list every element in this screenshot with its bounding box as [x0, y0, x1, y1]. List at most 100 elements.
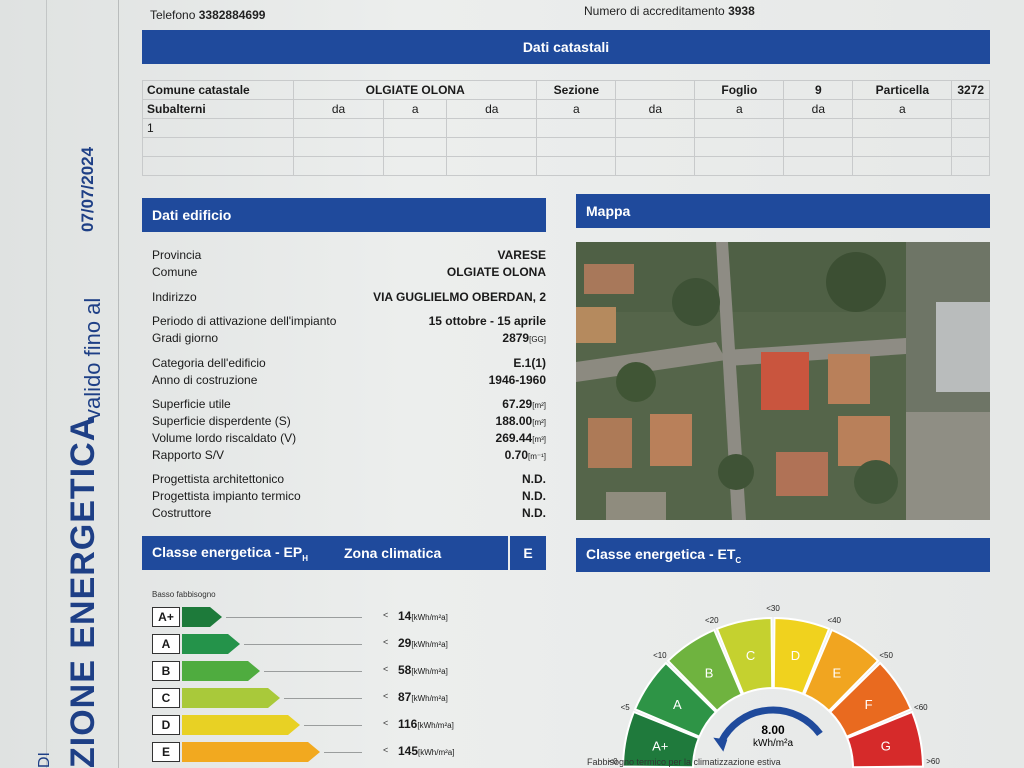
ep-class-bar	[182, 715, 300, 735]
particella-label: Particella	[852, 80, 953, 100]
foglio-label: Foglio	[694, 80, 785, 100]
edificio-row-value-text: VARESE	[497, 248, 546, 262]
phone-label: Telefono	[150, 8, 196, 22]
sub-cell	[536, 118, 617, 138]
sub-cell	[383, 156, 448, 176]
sub-cell	[142, 156, 294, 176]
sub-cell	[383, 137, 448, 157]
et-segment	[666, 628, 743, 713]
edificio-row-value-text: N.D.	[522, 472, 546, 486]
particella-value: 3272	[951, 80, 990, 100]
sub-da-1: da	[292, 99, 385, 119]
ep-class-label: A+	[152, 607, 180, 627]
ep-class-leader	[226, 617, 362, 618]
catasto-title: Dati catastali	[522, 39, 610, 55]
ep-class-lt: <	[383, 718, 389, 728]
ep-class-leader	[244, 644, 362, 645]
et-segment	[803, 628, 880, 713]
ep-class-bar	[182, 661, 260, 681]
edificio-row-label: Periodo di attivazione dell'impianto	[152, 314, 337, 328]
et-segment-label: E	[833, 665, 842, 680]
et-title-text: Classe energetica - ET	[586, 545, 736, 562]
et-title: Classe energetica - ETC	[586, 546, 741, 565]
edificio-row-value-text: 1946-1960	[488, 373, 546, 387]
mappa-title: Mappa	[586, 203, 631, 219]
et-segment	[845, 710, 925, 768]
et-segment	[828, 661, 913, 738]
ep-class-value-number: 14	[398, 609, 412, 623]
edificio-row-value: N.D.	[522, 489, 546, 503]
certificate-di-fragment: DI	[36, 752, 53, 768]
catasto-band: Dati catastali	[142, 30, 990, 64]
edificio-row-unit: [m³]	[532, 435, 546, 444]
ep-class-label: E	[152, 742, 180, 762]
validity-date: 07/07/2024	[78, 146, 97, 232]
et-scale-label: <20	[705, 616, 719, 625]
ep-class-unit: [kWh/m²a]	[411, 613, 448, 622]
edificio-row-value-text: N.D.	[522, 489, 546, 503]
ep-class-leader	[304, 725, 362, 726]
et-segment	[772, 616, 831, 696]
ep-class-bar	[182, 607, 222, 627]
sezione-label: Sezione	[536, 80, 617, 100]
ep-class-leader	[324, 752, 362, 753]
edificio-row-value-text: VIA GUGLIELMO OBERDAN, 2	[373, 290, 546, 304]
edificio-row-value-text: OLGIATE OLONA	[446, 265, 546, 279]
edificio-row-label: Anno di costruzione	[152, 373, 258, 387]
et-scale-label: <40	[827, 616, 841, 625]
ep-class-unit: [kWh/m²a]	[411, 667, 448, 676]
edificio-row: Superficie disperdente (S) 188.00[m²]	[152, 414, 546, 430]
sub-da-2: da	[446, 99, 538, 119]
low-demand-label: Basso fabbisogno	[152, 590, 216, 599]
sub-cell	[142, 137, 294, 157]
ep-class-unit: [kWh/m²a]	[417, 721, 454, 730]
ep-class-label: C	[152, 688, 180, 708]
catasto-table: Comune catastale OLGIATE OLONA Sezione F…	[142, 80, 990, 176]
edificio-row-value: 15 ottobre - 15 aprile	[429, 314, 546, 328]
edificio-row: Costruttore N.D.	[152, 506, 546, 522]
edificio-row-value: N.D.	[522, 472, 546, 486]
ep-class-value: 116[kWh/m²a]	[398, 717, 474, 731]
edificio-row-label: Rapporto S/V	[152, 448, 225, 462]
edificio-row-value: VARESE	[498, 248, 546, 262]
sub-cell	[694, 156, 785, 176]
et-segment	[715, 616, 774, 696]
et-segment-label: B	[705, 665, 714, 680]
ep-class-leader	[264, 671, 362, 672]
et-scale-label: <0	[608, 757, 618, 766]
ep-class-unit: [kWh/m²a]	[418, 748, 455, 757]
sub-cell	[951, 137, 990, 157]
ep-class-value: 29[kWh/m²a]	[398, 636, 474, 650]
sub-cell	[615, 118, 696, 138]
catasto-row-empty-1	[142, 137, 990, 157]
sub-cell	[446, 137, 538, 157]
sub-a-3: a	[694, 99, 785, 119]
ep-class-lt: <	[383, 691, 389, 701]
ep-class-leader	[284, 698, 362, 699]
et-scale-label: >60	[926, 757, 940, 766]
sub-cell	[783, 118, 854, 138]
sub-cell	[852, 137, 953, 157]
et-title-sub: C	[735, 555, 742, 565]
sub-cell	[383, 118, 448, 138]
ep-class-label: A	[152, 634, 180, 654]
validity-label: valido fino al	[80, 297, 105, 420]
sub-cell	[292, 137, 385, 157]
ep-title: Classe energetica - EPH	[152, 544, 308, 563]
sub-da-3: da	[615, 99, 696, 119]
ep-title-sub: H	[302, 553, 308, 563]
edificio-row-label: Superficie disperdente (S)	[152, 414, 291, 428]
sub-cell	[536, 137, 617, 157]
ep-class-lt: <	[383, 664, 389, 674]
aerial-map[interactable]	[576, 242, 990, 520]
et-segment-label: C	[746, 648, 755, 663]
ep-class-label: D	[152, 715, 180, 735]
edificio-row-label: Indirizzo	[152, 290, 197, 304]
certificate-title-fragment: ZIONE ENERGETICA	[64, 415, 102, 768]
et-scale-label: <50	[879, 651, 893, 660]
et-scale-label: <60	[914, 703, 928, 712]
edificio-row: Rapporto S/V 0.70[m⁻¹]	[152, 448, 546, 464]
edificio-row-value-text: 269.44	[495, 431, 533, 445]
ep-class-value-number: 116	[398, 717, 418, 731]
